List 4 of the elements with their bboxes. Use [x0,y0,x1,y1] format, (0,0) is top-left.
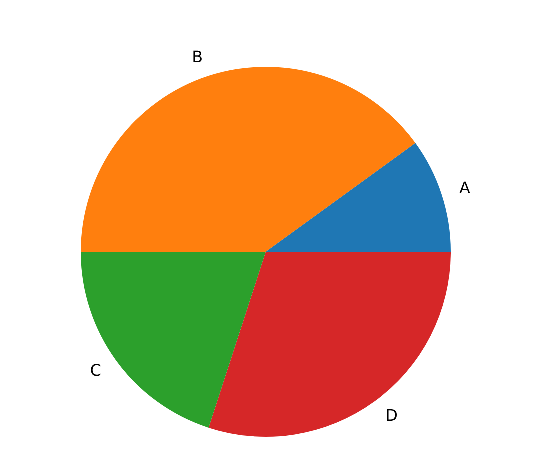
slice-label: C [90,360,102,380]
slice-label: D [386,406,398,425]
slice-label: A [460,178,471,198]
slice-label: B [192,48,204,67]
